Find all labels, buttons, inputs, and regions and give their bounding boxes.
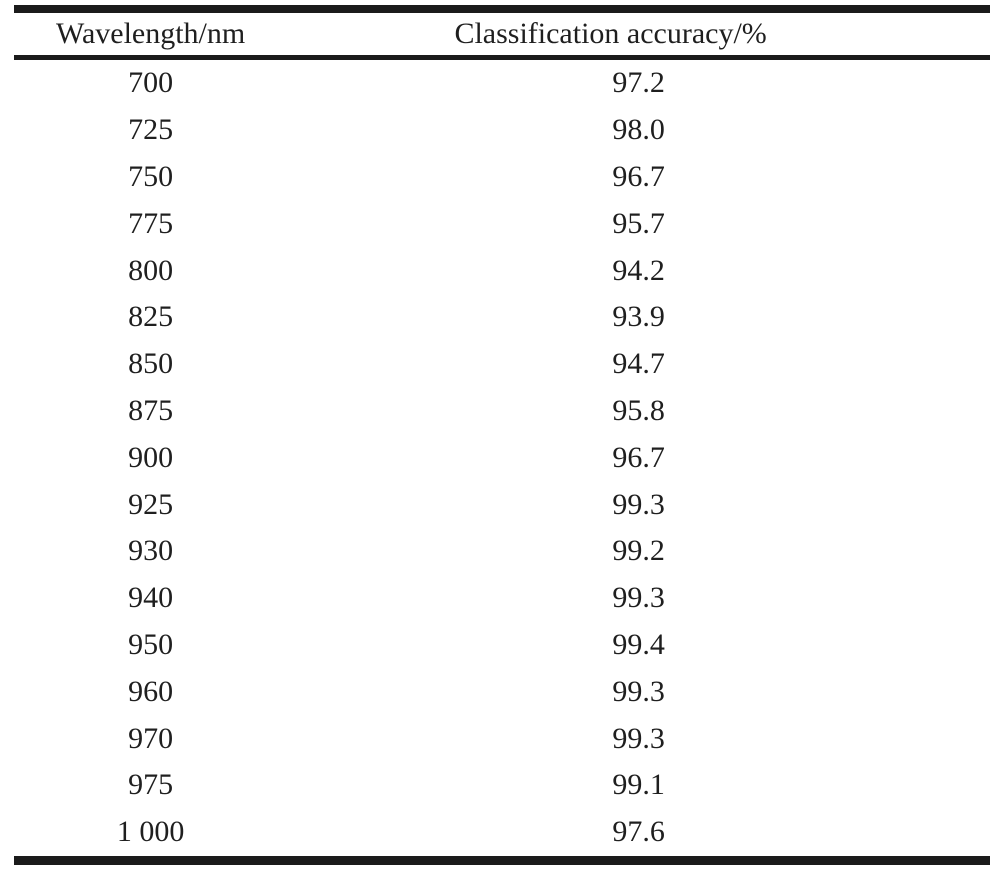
accuracy-cell: 96.7 (612, 440, 665, 474)
accuracy-cell: 94.2 (612, 253, 665, 287)
header-row: Wavelength/nm Classification accuracy/% (14, 9, 990, 60)
table-row: 875 95.8 (14, 388, 990, 435)
accuracy-cell: 93.9 (612, 300, 665, 334)
accuracy-cell: 95.8 (612, 393, 665, 427)
wavelength-cell: 775 (128, 206, 174, 240)
table-body: 700 97.2 725 98.0 750 96.7 775 95.7 800 94.2 825 93… (14, 58, 990, 861)
table-row: 1 000 97.6 (14, 809, 990, 860)
table-row: 925 99.3 (14, 481, 990, 528)
accuracy-cell: 98.0 (612, 113, 665, 147)
accuracy-cell: 97.6 (612, 815, 665, 849)
wavelength-cell: 925 (128, 487, 174, 521)
table-row: 800 94.2 (14, 247, 990, 294)
wavelength-accuracy-table: Wavelength/nm Classification accuracy/% … (14, 5, 990, 865)
accuracy-cell: 99.1 (612, 768, 665, 802)
table-row: 975 99.1 (14, 762, 990, 809)
column-header-accuracy: Classification accuracy/% (287, 9, 990, 60)
wavelength-cell: 875 (128, 393, 174, 427)
wavelength-cell: 800 (128, 253, 174, 287)
accuracy-cell: 99.3 (612, 674, 665, 708)
accuracy-cell: 97.2 (612, 66, 665, 100)
table-row: 970 99.3 (14, 715, 990, 762)
table-row: 700 97.2 (14, 58, 990, 107)
wavelength-cell: 750 (128, 159, 174, 193)
wavelength-cell: 940 (128, 581, 174, 615)
wavelength-cell: 700 (128, 66, 174, 100)
wavelength-cell: 850 (128, 347, 174, 381)
wavelength-cell: 950 (128, 627, 174, 661)
page: Wavelength/nm Classification accuracy/% … (0, 5, 997, 874)
accuracy-cell: 99.3 (612, 487, 665, 521)
wavelength-cell: 725 (128, 113, 174, 147)
wavelength-cell: 930 (128, 534, 174, 568)
table-row: 940 99.3 (14, 575, 990, 622)
accuracy-cell: 99.4 (612, 627, 665, 661)
accuracy-cell: 99.3 (612, 721, 665, 755)
wavelength-cell: 975 (128, 768, 174, 802)
table-row: 960 99.3 (14, 668, 990, 715)
accuracy-cell: 94.7 (612, 347, 665, 381)
table-row: 725 98.0 (14, 107, 990, 154)
accuracy-cell: 99.2 (612, 534, 665, 568)
table-row: 825 93.9 (14, 294, 990, 341)
wavelength-cell: 1 000 (116, 815, 185, 849)
wavelength-cell: 970 (128, 721, 174, 755)
wavelength-cell: 825 (128, 300, 174, 334)
table-row: 750 96.7 (14, 154, 990, 201)
wavelength-cell: 960 (128, 674, 174, 708)
table-row: 775 95.7 (14, 200, 990, 247)
table-row: 950 99.4 (14, 622, 990, 669)
wavelength-cell: 900 (128, 440, 174, 474)
table-row: 850 94.7 (14, 341, 990, 388)
accuracy-cell: 95.7 (612, 206, 665, 240)
column-header-wavelength: Wavelength/nm (14, 9, 288, 60)
table-row: 900 96.7 (14, 434, 990, 481)
table-row: 930 99.2 (14, 528, 990, 575)
accuracy-cell: 96.7 (612, 159, 665, 193)
accuracy-cell: 99.3 (612, 581, 665, 615)
